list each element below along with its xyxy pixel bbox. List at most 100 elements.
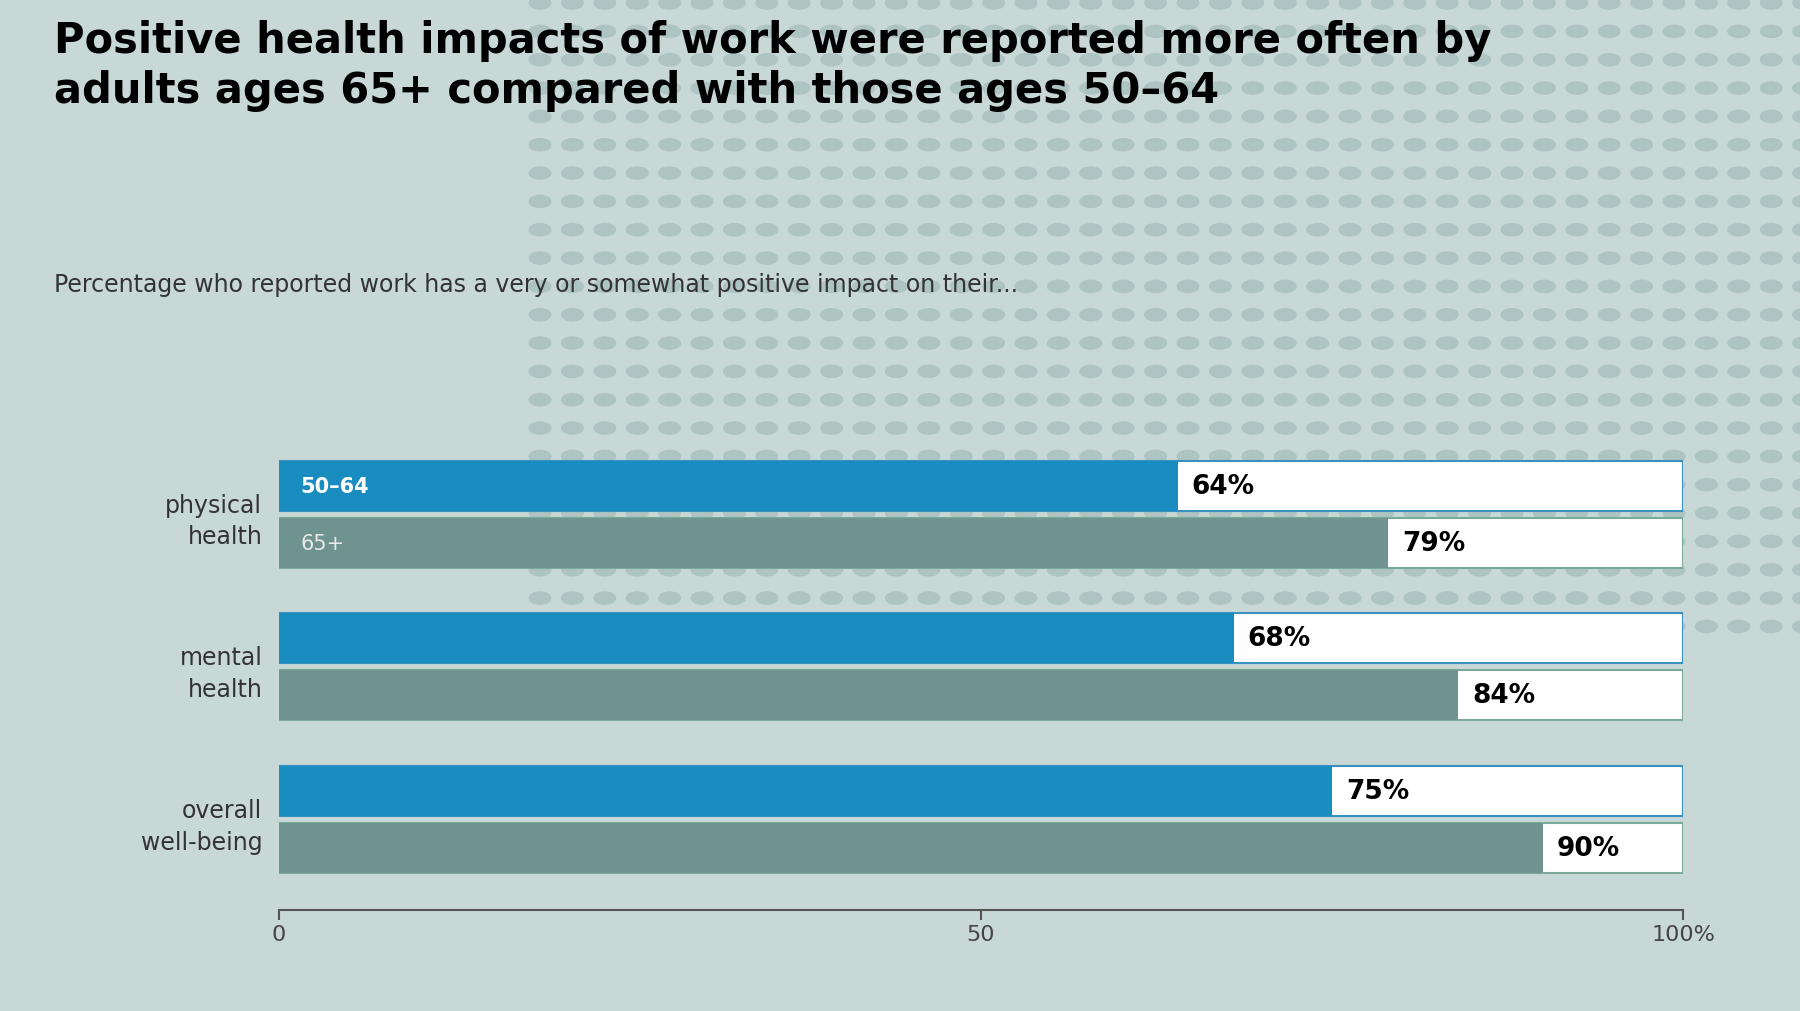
Circle shape [1048, 140, 1069, 152]
Circle shape [950, 592, 972, 605]
Circle shape [950, 366, 972, 378]
Circle shape [1728, 394, 1750, 406]
Bar [279, 823, 1543, 874]
Circle shape [756, 168, 778, 180]
Circle shape [1307, 338, 1328, 350]
Circle shape [983, 224, 1004, 237]
Circle shape [1372, 592, 1393, 605]
Circle shape [1210, 168, 1231, 180]
Circle shape [562, 423, 583, 435]
Circle shape [1696, 224, 1717, 237]
Circle shape [529, 451, 551, 463]
Circle shape [1307, 423, 1328, 435]
Circle shape [1112, 479, 1134, 491]
Circle shape [562, 479, 583, 491]
Circle shape [756, 253, 778, 265]
Circle shape [821, 26, 842, 38]
Circle shape [1048, 281, 1069, 293]
Circle shape [1274, 536, 1296, 548]
Circle shape [1372, 281, 1393, 293]
Circle shape [1177, 111, 1199, 123]
Circle shape [1501, 508, 1523, 520]
Circle shape [1436, 111, 1458, 123]
Circle shape [529, 224, 551, 237]
Circle shape [1598, 338, 1620, 350]
Circle shape [1436, 592, 1458, 605]
Circle shape [1404, 224, 1426, 237]
Circle shape [918, 168, 940, 180]
Circle shape [1663, 508, 1685, 520]
Circle shape [1080, 451, 1102, 463]
Circle shape [691, 366, 713, 378]
Circle shape [1404, 394, 1426, 406]
Circle shape [1145, 508, 1166, 520]
Circle shape [886, 224, 907, 237]
Circle shape [1793, 564, 1800, 576]
Circle shape [950, 621, 972, 633]
Circle shape [724, 0, 745, 10]
Circle shape [1598, 26, 1620, 38]
Circle shape [788, 55, 810, 67]
Circle shape [821, 592, 842, 605]
Circle shape [1145, 26, 1166, 38]
Circle shape [1242, 423, 1264, 435]
Circle shape [691, 55, 713, 67]
Circle shape [1696, 196, 1717, 208]
Circle shape [1274, 309, 1296, 321]
Circle shape [756, 592, 778, 605]
Circle shape [1404, 479, 1426, 491]
Circle shape [1404, 83, 1426, 95]
Circle shape [1339, 508, 1361, 520]
Circle shape [918, 83, 940, 95]
Bar [279, 670, 1458, 721]
Circle shape [821, 83, 842, 95]
Circle shape [1177, 140, 1199, 152]
Circle shape [1404, 621, 1426, 633]
Circle shape [1080, 55, 1102, 67]
Circle shape [1501, 536, 1523, 548]
Circle shape [594, 536, 616, 548]
Circle shape [1307, 224, 1328, 237]
Circle shape [1080, 83, 1102, 95]
Circle shape [594, 366, 616, 378]
Circle shape [1631, 281, 1652, 293]
Circle shape [1145, 479, 1166, 491]
Circle shape [562, 621, 583, 633]
Circle shape [1760, 479, 1782, 491]
Circle shape [1469, 111, 1490, 123]
Circle shape [1696, 338, 1717, 350]
Bar [279, 519, 1388, 568]
Circle shape [1534, 479, 1555, 491]
Circle shape [1372, 394, 1393, 406]
Circle shape [1080, 394, 1102, 406]
Circle shape [950, 168, 972, 180]
Circle shape [983, 536, 1004, 548]
Circle shape [1696, 0, 1717, 10]
Circle shape [724, 536, 745, 548]
Circle shape [529, 111, 551, 123]
Circle shape [691, 0, 713, 10]
Circle shape [1015, 83, 1037, 95]
Circle shape [1210, 140, 1231, 152]
Circle shape [821, 423, 842, 435]
Circle shape [1080, 621, 1102, 633]
Circle shape [1793, 196, 1800, 208]
Circle shape [1404, 536, 1426, 548]
Circle shape [788, 621, 810, 633]
Circle shape [1274, 168, 1296, 180]
Circle shape [756, 621, 778, 633]
Circle shape [788, 479, 810, 491]
Circle shape [1598, 281, 1620, 293]
Circle shape [1436, 168, 1458, 180]
Circle shape [1112, 140, 1134, 152]
Circle shape [1112, 55, 1134, 67]
Circle shape [1728, 621, 1750, 633]
Circle shape [1631, 224, 1652, 237]
Circle shape [1112, 309, 1134, 321]
Circle shape [788, 423, 810, 435]
Circle shape [626, 423, 648, 435]
Circle shape [1501, 168, 1523, 180]
Circle shape [1048, 366, 1069, 378]
Circle shape [1242, 621, 1264, 633]
Circle shape [1372, 83, 1393, 95]
